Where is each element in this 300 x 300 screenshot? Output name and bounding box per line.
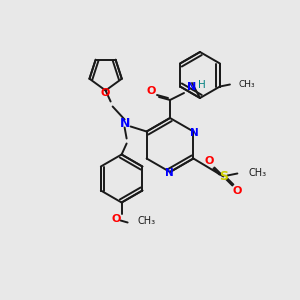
Text: N: N (165, 168, 173, 178)
Text: O: O (101, 88, 110, 98)
Text: N: N (119, 117, 130, 130)
Text: N: N (190, 128, 199, 137)
Text: N: N (188, 82, 196, 92)
Text: S: S (219, 170, 228, 183)
Text: H: H (198, 80, 206, 90)
Text: CH₃: CH₃ (138, 215, 156, 226)
Text: CH₃: CH₃ (239, 80, 256, 89)
Text: O: O (146, 86, 156, 96)
Text: O: O (112, 214, 121, 224)
Text: O: O (233, 187, 242, 196)
Text: O: O (205, 157, 214, 166)
Text: CH₃: CH₃ (248, 167, 266, 178)
